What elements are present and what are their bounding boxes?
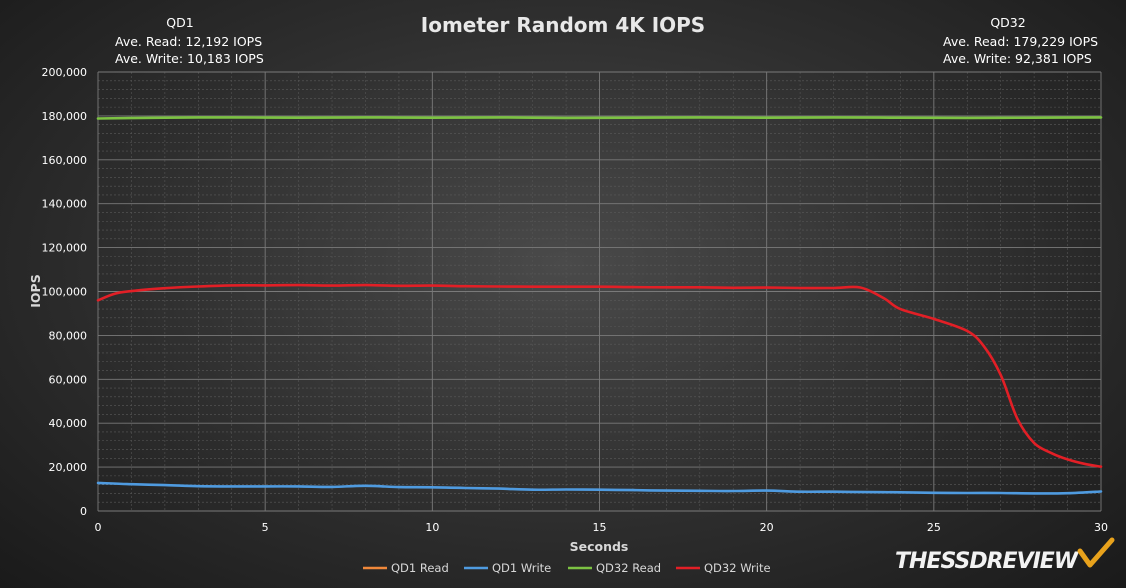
qd32-average-write: Ave. Write: 92,381 IOPS <box>943 51 1092 66</box>
gridlines <box>97 71 1102 512</box>
y-tick-label: 160,000 <box>42 154 88 167</box>
x-tick-label: 20 <box>760 521 774 534</box>
legend: QD1 Read QD1 Write QD32 Read QD32 Write <box>363 561 771 575</box>
x-axis-label: Seconds <box>570 539 629 554</box>
chart-title: Iometer Random 4K IOPS <box>421 13 705 37</box>
y-tick-label: 60,000 <box>49 373 88 386</box>
x-tick-label: 10 <box>425 521 439 534</box>
site-logo-wordmark: THESSDREVIEW <box>895 549 1080 574</box>
y-tick-label: 0 <box>80 505 87 518</box>
qd32-heading: QD32 <box>990 15 1025 30</box>
qd1-average-read: Ave. Read: 12,192 IOPS <box>115 34 262 49</box>
x-tick-label: 30 <box>1094 521 1108 534</box>
y-tick-label: 100,000 <box>42 286 88 299</box>
x-tick-label: 15 <box>593 521 607 534</box>
series-line-qd32-write <box>96 283 1103 468</box>
y-tick-label: 140,000 <box>42 198 88 211</box>
legend-label-qd32-write: QD32 Write <box>704 561 771 575</box>
qd32-average-read: Ave. Read: 179,229 IOPS <box>943 34 1098 49</box>
x-tick-label: 5 <box>262 521 269 534</box>
x-tick-label: 25 <box>927 521 941 534</box>
y-tick-label: 120,000 <box>42 242 88 255</box>
y-axis-label: IOPS <box>28 274 43 307</box>
y-tick-label: 40,000 <box>49 417 88 430</box>
legend-label-qd1-read: QD1 Read <box>391 561 449 575</box>
qd1-average-write: Ave. Write: 10,183 IOPS <box>115 51 264 66</box>
legend-label-qd1-write: QD1 Write <box>492 561 551 575</box>
x-tick-label: 0 <box>95 521 102 534</box>
legend-label-qd32-read: QD32 Read <box>596 561 661 575</box>
y-tick-label: 20,000 <box>49 461 88 474</box>
y-tick-label: 180,000 <box>42 110 88 123</box>
site-logo: THESSDREVIEW <box>895 537 1115 574</box>
series-line-qd1-write <box>96 481 1103 495</box>
y-tick-label: 200,000 <box>42 66 88 79</box>
axes: 0 20,000 40,000 60,000 80,000 100,000 120,000 1… <box>42 66 1109 534</box>
y-tick-label: 80,000 <box>49 329 88 342</box>
series-line-qd32-read <box>96 116 1103 120</box>
checkmark-icon <box>1077 537 1115 568</box>
qd1-heading: QD1 <box>166 15 193 30</box>
series-lines <box>96 116 1103 495</box>
